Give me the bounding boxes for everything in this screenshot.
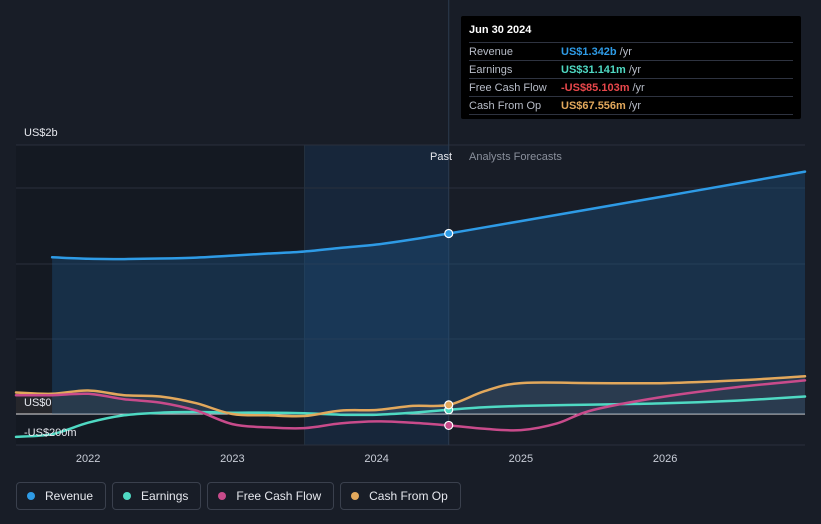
- legend-dot-icon: [218, 492, 227, 500]
- revenue-marker: [444, 228, 454, 239]
- y-axis-zero-label: US$0: [24, 397, 52, 409]
- cash-from-op-marker: [444, 400, 454, 410]
- revenue-area: [52, 171, 806, 414]
- x-tick-label: 2025: [509, 453, 533, 465]
- y-axis-neg-label: -US$200m: [24, 427, 77, 439]
- tooltip-row-value: US$1.342b: [561, 45, 617, 58]
- legend-label: Earnings: [141, 489, 189, 503]
- legend-item-free-cash-flow[interactable]: Free Cash Flow: [207, 482, 335, 510]
- legend-dot-icon: [351, 492, 360, 500]
- tooltip-row-revenue: Revenue US$1.342b /yr: [469, 42, 793, 60]
- legend-dot-icon: [27, 492, 35, 500]
- tooltip-row-value: US$67.556m: [561, 99, 626, 112]
- tooltip-row-value: US$31.141m: [561, 63, 626, 76]
- y-axis-max-label: US$2b: [24, 127, 58, 139]
- tooltip-row-earnings: Earnings US$31.141m /yr: [469, 60, 793, 78]
- forecast-label: Analysts Forecasts: [469, 151, 562, 163]
- legend-label: Revenue: [45, 489, 94, 503]
- tooltip-date: Jun 30 2024: [469, 24, 532, 36]
- free-cash-flow-marker: [444, 420, 454, 431]
- free-cash-flow-line: [14, 379, 807, 432]
- legend-item-earnings[interactable]: Earnings: [112, 482, 202, 510]
- past-label: Past: [430, 151, 452, 163]
- tooltip-row-unit: /yr: [628, 63, 642, 76]
- x-tick-label: 2024: [364, 453, 388, 465]
- tooltip-row-unit: /yr: [628, 99, 642, 112]
- legend-dot-icon: [123, 492, 132, 500]
- highlight-band: [304, 145, 449, 445]
- tooltip-row-fcf: Free Cash Flow -US$85.103m /yr: [469, 78, 793, 96]
- tooltip-row-unit: /yr: [632, 81, 645, 94]
- tooltip: Jun 30 2024 Revenue US$1.342b /yr Earnin…: [461, 16, 801, 119]
- legend-label: Cash From Op: [369, 489, 448, 503]
- legend-item-cash-from-op[interactable]: Cash From Op: [340, 482, 461, 510]
- tooltip-row-cfo: Cash From Op US$67.556m /yr: [469, 96, 793, 115]
- earnings-line: [14, 395, 807, 439]
- x-tick-label: 2023: [220, 453, 244, 465]
- legend: Revenue Earnings Free Cash Flow Cash Fro…: [16, 482, 461, 510]
- tooltip-row-name: Earnings: [469, 63, 513, 76]
- legend-label: Free Cash Flow: [236, 489, 322, 503]
- tooltip-row-value: -US$85.103m: [561, 81, 630, 94]
- tooltip-row-name: Revenue: [469, 45, 514, 58]
- tooltip-row-name: Free Cash Flow: [469, 81, 547, 94]
- tooltip-row-unit: /yr: [619, 45, 632, 58]
- x-tick-label: 2022: [76, 453, 100, 465]
- legend-item-revenue[interactable]: Revenue: [16, 482, 107, 510]
- tooltip-row-name: Cash From Op: [469, 99, 542, 112]
- revenue-line: [50, 170, 807, 261]
- x-tick-label: 2026: [653, 453, 677, 465]
- cash-from-op-line: [14, 375, 807, 418]
